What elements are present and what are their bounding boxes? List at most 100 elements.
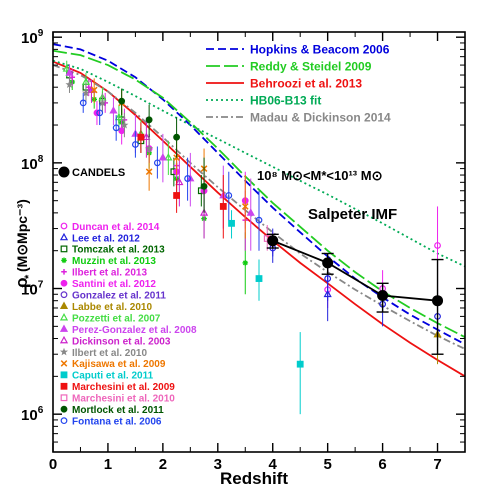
data-point bbox=[434, 242, 441, 249]
data-point bbox=[175, 177, 184, 186]
data-point bbox=[131, 141, 139, 148]
plot-frame bbox=[52, 31, 466, 453]
legend-dataset-label: Kajisawa et al. 2009 bbox=[72, 359, 166, 370]
legend-dataset-marker bbox=[60, 279, 68, 287]
legend-dataset-marker bbox=[60, 417, 68, 425]
legend-model-label: Hopkins & Beacom 2006 bbox=[250, 43, 390, 57]
legend-dataset-label: Muzzin et al. 2013 bbox=[72, 256, 156, 267]
legend-dataset-marker bbox=[60, 291, 68, 299]
data-point bbox=[118, 127, 126, 135]
data-point bbox=[62, 64, 71, 72]
legend-dataset-label: Duncan et al. 2014 bbox=[72, 222, 160, 233]
legend-dataset-marker bbox=[60, 382, 68, 390]
candels-point bbox=[322, 257, 334, 269]
legend-dataset-label: Santini et al. 2012 bbox=[72, 279, 156, 290]
data-point bbox=[164, 153, 173, 161]
legend-dataset-marker bbox=[59, 335, 69, 344]
legend-model-label: HB06-B13 fit bbox=[250, 94, 321, 108]
legend-dataset-label: Ilbert et al. 2013 bbox=[72, 268, 147, 279]
data-point bbox=[65, 80, 74, 88]
legend-models: Hopkins & Beacom 2006 Reddy & Steidel 200… bbox=[206, 43, 391, 125]
imf-annotation: Salpeter IMF bbox=[308, 206, 397, 223]
y-tick-exponent: 7 bbox=[38, 280, 44, 291]
y-axis-label-units: (M⊙Mpc⁻³) bbox=[14, 199, 30, 272]
legend-model-label: Behroozi et al. 2013 bbox=[250, 77, 362, 91]
data-point bbox=[199, 208, 209, 216]
legend-dataset-label: Marchesini et al. 2010 bbox=[72, 394, 175, 405]
legend-dataset-label: Fontana et al. 2006 bbox=[72, 416, 162, 427]
x-tick-label: 3 bbox=[214, 456, 222, 473]
data-point bbox=[173, 192, 181, 199]
data-points bbox=[62, 60, 442, 415]
data-point bbox=[90, 86, 98, 94]
data-point bbox=[145, 144, 154, 152]
x-tick-label: 7 bbox=[433, 456, 441, 473]
legend-dataset-label: Mortlock et al. 2011 bbox=[72, 405, 164, 416]
y-tick-exponent: 6 bbox=[38, 405, 44, 416]
data-point bbox=[242, 260, 249, 266]
data-point bbox=[225, 192, 233, 199]
legend-dataset-label: Labbe et al. 2010 bbox=[72, 302, 152, 313]
data-point bbox=[109, 106, 118, 114]
legend-model-label: Reddy & Steidel 2009 bbox=[250, 60, 372, 74]
data-point bbox=[173, 133, 181, 141]
legend-dataset-marker bbox=[61, 269, 67, 275]
data-point bbox=[145, 116, 153, 124]
legend-candels-marker bbox=[58, 166, 70, 178]
legend-dataset-label: Perez-Gonzalez et al. 2008 bbox=[72, 325, 197, 336]
candels-point bbox=[377, 289, 389, 301]
model-curve bbox=[53, 43, 465, 346]
legend-dataset-label: Tomczak et al. 2013 bbox=[72, 245, 165, 256]
x-tick-label: 4 bbox=[269, 456, 278, 473]
model-curve bbox=[53, 49, 465, 338]
candels-line bbox=[272, 239, 438, 302]
legend-dataset-marker bbox=[59, 324, 69, 332]
candels-point bbox=[432, 295, 444, 307]
legend-dataset-marker bbox=[60, 394, 68, 402]
data-point bbox=[296, 360, 304, 368]
x-tick-label: 6 bbox=[378, 456, 386, 473]
legend-dataset-label: Lee et al. 2012 bbox=[72, 233, 140, 244]
legend-candels-label: CANDELS bbox=[72, 167, 125, 179]
legend-dataset-marker bbox=[60, 405, 68, 413]
data-point bbox=[118, 97, 126, 105]
legend-dataset-marker bbox=[59, 232, 69, 241]
legend-dataset-label: Gonzalez et al. 2011 bbox=[72, 291, 166, 302]
legend-dataset-label: Ilbert et al. 2010 bbox=[72, 348, 147, 359]
x-tick-label: 5 bbox=[323, 456, 331, 473]
data-point bbox=[158, 153, 167, 161]
mass-range-annotation: 10⁸ M⊙<M*<10¹³ M⊙ bbox=[257, 168, 382, 183]
data-point bbox=[114, 112, 124, 121]
data-point bbox=[246, 208, 255, 216]
data-point bbox=[112, 124, 120, 132]
y-axis-label-sub: * bbox=[23, 274, 35, 279]
data-point bbox=[142, 132, 151, 141]
x-axis-label: Redshift bbox=[220, 469, 288, 488]
data-point bbox=[219, 203, 227, 210]
y-tick-exponent: 8 bbox=[38, 154, 44, 165]
data-point bbox=[65, 68, 74, 76]
legend-model-label: Madau & Dickinson 2014 bbox=[250, 111, 391, 125]
data-point bbox=[184, 175, 191, 182]
data-point bbox=[200, 182, 208, 190]
legend-dataset-marker bbox=[60, 222, 68, 230]
data-point bbox=[145, 168, 153, 176]
data-point bbox=[120, 120, 129, 129]
y-tick-exponent: 9 bbox=[38, 28, 44, 39]
legend-dataset-label: Dickinson et al. 2003 bbox=[72, 336, 171, 347]
y-axis-label: ρ * (M⊙Mpc⁻³) bbox=[12, 199, 35, 288]
data-point bbox=[255, 275, 263, 282]
candels-point bbox=[267, 235, 279, 247]
legend-dataset-marker bbox=[60, 371, 68, 379]
data-point bbox=[241, 203, 249, 210]
legend-dataset-label: Pozzetti et al. 2007 bbox=[72, 313, 161, 324]
x-tick-label: 0 bbox=[49, 456, 57, 473]
candels-series bbox=[266, 233, 444, 355]
data-point bbox=[96, 109, 104, 117]
legend-dataset-marker bbox=[59, 312, 69, 321]
annotations: 10⁸ M⊙<M*<10¹³ M⊙ Salpeter IMF bbox=[257, 168, 397, 223]
legend-dataset-marker bbox=[60, 245, 68, 253]
legend-dataset-marker bbox=[60, 360, 68, 367]
